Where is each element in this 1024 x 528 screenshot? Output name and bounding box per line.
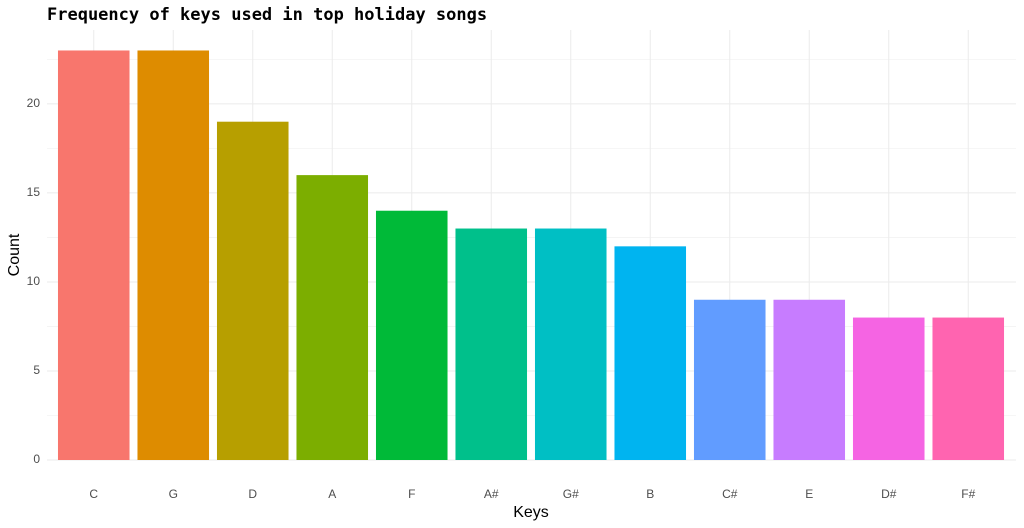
x-tick-label: B [646,487,654,501]
x-tick-label: E [805,487,813,501]
bar [534,228,607,460]
bar [216,121,289,460]
x-tick-label: D# [881,487,897,501]
bar [137,50,210,460]
y-axis-title: Count [6,233,23,276]
bar [455,228,528,460]
x-tick-label: G [169,487,178,501]
bar [614,246,687,460]
x-tick-label: F# [961,487,975,501]
bar [296,175,369,460]
x-tick-label: D [248,487,257,501]
x-tick-label: C [89,487,98,501]
y-tick-label: 15 [27,185,41,199]
bar [932,317,1005,460]
bar [375,210,448,460]
bar [773,299,846,460]
y-tick-label: 10 [27,274,41,288]
bar [57,50,130,460]
x-tick-label: C# [722,487,738,501]
chart-title: Frequency of keys used in top holiday so… [47,5,487,25]
y-tick-label: 20 [27,96,41,110]
bar [693,299,766,460]
x-axis-title: Keys [513,504,549,521]
bar [852,317,925,460]
x-tick-label: A [328,487,336,501]
x-tick-label: F [408,487,415,501]
x-tick-label: A# [484,487,499,501]
y-tick-label: 0 [33,452,40,466]
x-tick-label: G# [563,487,579,501]
y-tick-label: 5 [33,363,40,377]
